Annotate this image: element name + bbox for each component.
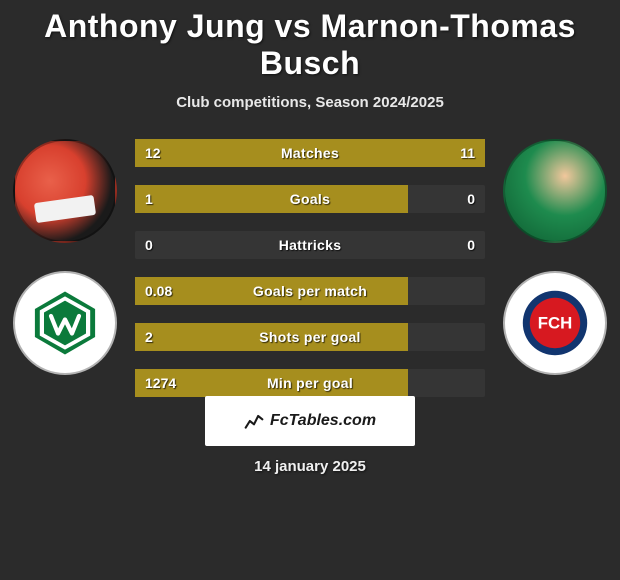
stat-label: Matches <box>135 139 485 167</box>
player1-avatar <box>13 139 117 243</box>
left-column <box>0 139 130 375</box>
branding-text: FcTables.com <box>270 412 376 430</box>
stat-label: Goals <box>135 185 485 213</box>
stat-row: 0.08Goals per match <box>135 277 485 305</box>
stat-label: Min per goal <box>135 369 485 397</box>
page-title: Anthony Jung vs Marnon-Thomas Busch <box>0 0 620 82</box>
stat-row: 1211Matches <box>135 139 485 167</box>
svg-text:FCH: FCH <box>538 314 573 333</box>
club1-badge <box>13 271 117 375</box>
stat-label: Hattricks <box>135 231 485 259</box>
stat-row: 1274Min per goal <box>135 369 485 397</box>
stat-label: Goals per match <box>135 277 485 305</box>
date-label: 14 january 2025 <box>0 458 620 475</box>
heidenheim-icon: FCH <box>520 288 590 358</box>
stat-row: 10Goals <box>135 185 485 213</box>
stat-bars: 1211Matches 10Goals 00Hattricks 0.08Goals p… <box>135 139 485 397</box>
comparison-card: Anthony Jung vs Marnon-Thomas Busch Club… <box>0 0 620 580</box>
branding-badge[interactable]: FcTables.com <box>205 396 415 446</box>
chart-line-icon <box>244 411 264 431</box>
player2-avatar <box>503 139 607 243</box>
stat-row: 2Shots per goal <box>135 323 485 351</box>
stat-label: Shots per goal <box>135 323 485 351</box>
right-column: FCH <box>490 139 620 375</box>
club2-badge: FCH <box>503 271 607 375</box>
subtitle: Club competitions, Season 2024/2025 <box>0 94 620 111</box>
stat-row: 00Hattricks <box>135 231 485 259</box>
werder-icon <box>30 288 100 358</box>
